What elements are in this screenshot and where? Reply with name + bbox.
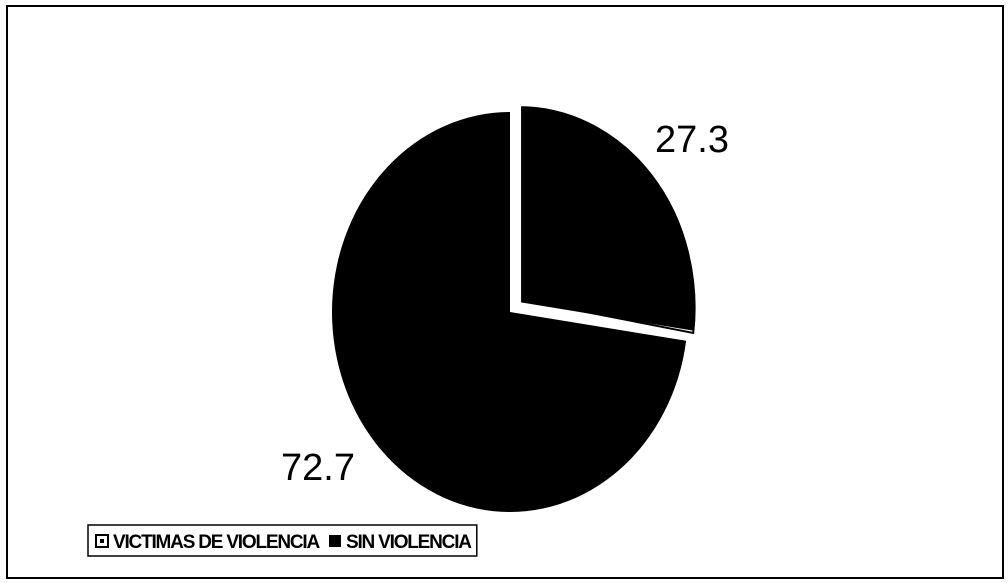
legend: VICTIMAS DE VIOLENCIA SIN VIOLENCIA	[87, 524, 478, 557]
legend-marker	[328, 535, 341, 547]
legend-label: SIN VIOLENCIA	[346, 532, 472, 553]
legend-box	[87, 524, 478, 557]
data-label: 27.3	[655, 119, 729, 161]
pie-slice	[332, 112, 687, 512]
slice-outline	[524, 107, 696, 335]
legend-label: VICTIMAS DE VIOLENCIA	[113, 532, 320, 553]
pie-slice	[517, 102, 700, 336]
data-label: 72.7	[281, 447, 355, 489]
pie: 27.3 72.7	[281, 102, 729, 512]
legend-marker-dot	[100, 539, 104, 543]
